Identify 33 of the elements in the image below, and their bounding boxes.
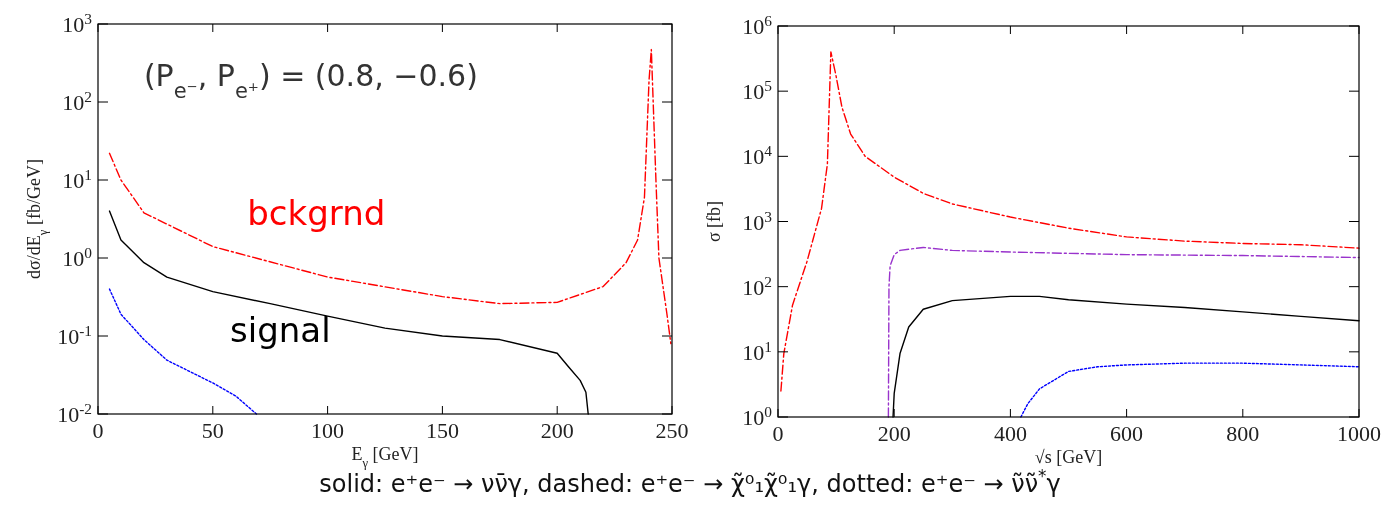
y-tick-label: 10$^{-1}$	[57, 321, 92, 349]
y-tick-label: 10$^{1}$	[62, 165, 92, 193]
x-tick-label: 800	[1226, 421, 1260, 446]
y-tick-label: 10$^{1}$	[742, 337, 772, 365]
x-tick-label: 0	[772, 421, 784, 446]
x-tick-label: 600	[1110, 421, 1144, 446]
y-tick-label: 10$^{0}$	[742, 402, 773, 430]
y-tick-label: 10$^{0}$	[62, 243, 93, 271]
x-tick-label: 0	[92, 418, 104, 443]
x-tick-label: 250	[655, 418, 689, 443]
x-tick-label: 200	[540, 418, 574, 443]
y-tick-label: 10$^{2}$	[742, 272, 772, 300]
y-tick-label: 10$^{3}$	[62, 9, 93, 37]
x-tick-label: 200	[877, 421, 911, 446]
y-tick-label: 10$^{3}$	[742, 207, 773, 235]
y-tick-label: 10$^{6}$	[742, 11, 773, 39]
y-tick-label: 10$^{5}$	[742, 76, 773, 105]
series-label: signal	[230, 309, 331, 350]
y-axis-title: σ [fb]	[704, 200, 724, 243]
x-tick-label: 100	[311, 418, 345, 443]
y-tick-label: 10$^{-2}$	[57, 399, 92, 427]
annotation: (P$_{e⁻}$, P$_{e⁺}$) = (0.8, −0.6)	[143, 58, 478, 103]
series-label: bckgrnd	[247, 192, 386, 233]
y-tick-label: 10$^{4}$	[742, 141, 773, 170]
x-axis-title: √s [GeV]	[1034, 447, 1103, 467]
x-tick-label: 400	[993, 421, 1027, 446]
x-tick-label: 50	[201, 418, 224, 443]
x-axis-title: E$_{γ}$ [GeV]	[351, 444, 419, 470]
x-tick-label: 150	[425, 418, 459, 443]
x-tick-label: 1000	[1337, 421, 1381, 446]
y-tick-label: 10$^{2}$	[62, 87, 92, 115]
line-series	[780, 51, 1360, 392]
line-series	[1020, 362, 1360, 418]
